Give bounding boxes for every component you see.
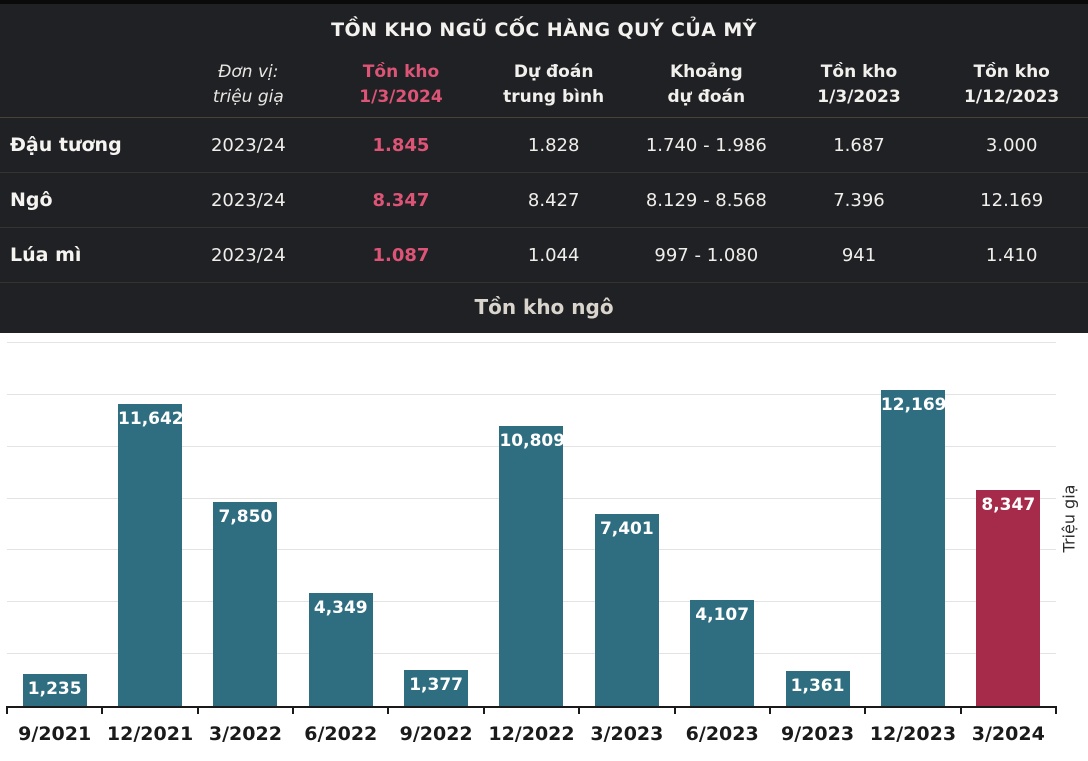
bar-3/2024: 8,347 bbox=[976, 489, 1041, 706]
x-tick-label: 12/2021 bbox=[106, 723, 194, 745]
axis-tick bbox=[196, 706, 199, 714]
table-title: TỒN KHO NGŨ CỐC HÀNG QUÝ CỦA MỸ bbox=[331, 19, 757, 41]
bar-slot: 7,850 bbox=[198, 345, 293, 706]
x-tick-label: 3/2023 bbox=[590, 723, 664, 745]
bar-value-label: 7,401 bbox=[599, 519, 654, 540]
bar-slot: 10,809 bbox=[484, 345, 579, 706]
header-avg-forecast: Dự đoán trung bình bbox=[503, 61, 605, 107]
bar-slot: 1,377 bbox=[388, 345, 483, 706]
header-forecast-range: Khoảng dự đoán bbox=[667, 61, 746, 107]
x-tick-label: 6/2023 bbox=[685, 723, 759, 745]
axis-tick bbox=[578, 706, 581, 714]
axis-tick bbox=[1055, 706, 1057, 714]
x-tick-label: 3/2024 bbox=[971, 723, 1045, 745]
bar-slot: 1,361 bbox=[770, 345, 865, 706]
bar-slot: 7,401 bbox=[579, 345, 674, 706]
axis-tick bbox=[387, 706, 390, 714]
axis-tick bbox=[864, 706, 867, 714]
x-axis-labels: 9/2021 12/2021 3/2022 6/2022 9/2022 12/2022 3/… bbox=[7, 723, 1056, 745]
axis-tick bbox=[959, 706, 962, 714]
header-prev-quarter-stock: Tồn kho 1/12/2023 bbox=[964, 61, 1060, 107]
bar-slots: 1,235 11,642 7,850 4,349 1,377 10,809 7,401 4,1… bbox=[7, 345, 1056, 706]
axis-tick bbox=[292, 706, 295, 714]
x-tick-label: 12/2023 bbox=[869, 723, 957, 745]
chart-title: Tồn kho ngô bbox=[474, 295, 614, 319]
x-tick-label: 9/2021 bbox=[18, 723, 92, 745]
bar-slot: 4,349 bbox=[293, 345, 388, 706]
axis-tick bbox=[673, 706, 676, 714]
header-current-stock: Tồn kho 1/3/2024 bbox=[359, 61, 443, 107]
bar-9/2021: 1,235 bbox=[22, 673, 87, 706]
bar-value-label: 1,235 bbox=[27, 678, 82, 699]
bar-value-label: 8,347 bbox=[981, 494, 1036, 515]
x-tick-label: 12/2022 bbox=[488, 723, 575, 745]
gridline bbox=[7, 393, 1056, 395]
plot-area: 1,235 11,642 7,850 4,349 1,377 10,809 7,401 4,1… bbox=[6, 342, 1057, 714]
bar-9/2023: 1,361 bbox=[785, 670, 850, 706]
axis-tick bbox=[768, 706, 771, 714]
table-header-row: Đơn vị: triệu giạ Tồn kho 1/3/2024 Dự đo… bbox=[0, 56, 1088, 118]
bar-3/2023: 7,401 bbox=[594, 514, 659, 706]
bar-slot: 12,169 bbox=[865, 345, 960, 706]
bar-value-label: 1,361 bbox=[790, 675, 845, 696]
bar-12/2021: 11,642 bbox=[118, 404, 184, 706]
bar-12/2022: 10,809 bbox=[499, 425, 566, 706]
table-row-corn: Ngô 2023/24 8.347 8.427 8.129 - 8.568 7.… bbox=[0, 173, 1088, 228]
bar-12/2023: 12,169 bbox=[880, 390, 947, 706]
bar-3/2022: 7,850 bbox=[213, 502, 278, 706]
axis-tick bbox=[6, 706, 8, 714]
axis-tick bbox=[482, 706, 485, 714]
bar-slot: 8,347 bbox=[961, 345, 1056, 706]
bar-value-label: 4,107 bbox=[695, 604, 750, 625]
bar-value-label: 11,642 bbox=[118, 409, 184, 430]
grain-stocks-table: TỒN KHO NGŨ CỐC HÀNG QUÝ CỦA MỸ Đơn vị: … bbox=[0, 0, 1088, 333]
x-tick-label: 6/2022 bbox=[304, 723, 378, 745]
bar-value-label: 1,377 bbox=[409, 675, 463, 696]
corn-stocks-bar-chart: 1,235 11,642 7,850 4,349 1,377 10,809 7,401 4,1… bbox=[0, 333, 1088, 761]
bar-value-label: 12,169 bbox=[880, 395, 947, 416]
header-prev-year-stock: Tồn kho 1/3/2023 bbox=[817, 61, 901, 107]
bar-value-label: 4,349 bbox=[313, 598, 368, 619]
axis-tick bbox=[101, 706, 104, 714]
bar-9/2022: 1,377 bbox=[404, 670, 469, 706]
bar-slot: 4,107 bbox=[675, 345, 770, 706]
bar-6/2023: 4,107 bbox=[690, 599, 755, 706]
x-tick-label: 9/2022 bbox=[399, 723, 473, 745]
x-tick-label: 9/2023 bbox=[781, 723, 855, 745]
bar-value-label: 7,850 bbox=[218, 507, 273, 528]
bar-6/2022: 4,349 bbox=[308, 593, 373, 706]
bar-value-label: 10,809 bbox=[499, 430, 566, 451]
bar-slot: 11,642 bbox=[102, 345, 197, 706]
x-tick-label: 3/2022 bbox=[208, 723, 282, 745]
bar-slot: 1,235 bbox=[7, 345, 102, 706]
y-axis-label: Triệu giạ bbox=[1059, 484, 1079, 553]
top-border-strip bbox=[0, 0, 1088, 4]
table-row-soybeans: Đậu tương 2023/24 1.845 1.828 1.740 - 1.… bbox=[0, 118, 1088, 173]
table-row-wheat: Lúa mì 2023/24 1.087 1.044 997 - 1.080 9… bbox=[0, 228, 1088, 283]
header-unit: Đơn vị: triệu giạ bbox=[212, 61, 284, 107]
gridline bbox=[7, 342, 1056, 343]
